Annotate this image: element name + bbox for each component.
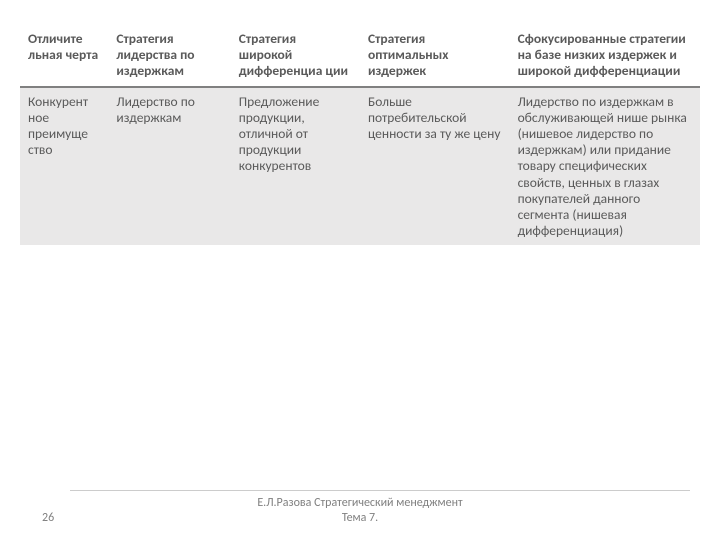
strategy-table: Отличите льная черта Стратегия лидерства…: [20, 25, 700, 245]
page-number: 26: [42, 511, 54, 525]
table-header-row: Отличите льная черта Стратегия лидерства…: [20, 25, 700, 87]
col-header-focused: Сфокусированные стратегии на базе низких…: [510, 25, 700, 87]
footer: 26 Е.Л.Разова Стратегический менеджмент …: [0, 496, 720, 525]
footer-line2: Тема 7.: [342, 511, 378, 525]
footer-text: Е.Л.Разова Стратегический менеджмент Тем…: [0, 496, 720, 525]
col-header-feature: Отличите льная черта: [20, 25, 108, 87]
col-header-differentiation: Стратегия широкой дифференциа ции: [231, 25, 360, 87]
cell: Предложение продукции, отличной от проду…: [231, 87, 360, 246]
footer-line1: Е.Л.Разова Стратегический менеджмент: [257, 496, 462, 510]
cell: Лидерство по издержкам: [108, 87, 230, 246]
slide: Отличите льная черта Стратегия лидерства…: [0, 0, 720, 540]
col-header-optimal-cost: Стратегия оптимальных издержек: [360, 25, 510, 87]
table-row: Конкурент ное преимуще ство Лидерство по…: [20, 87, 700, 246]
col-header-cost-leadership: Стратегия лидерства по издержкам: [108, 25, 230, 87]
cell-row-label: Конкурент ное преимуще ство: [20, 87, 108, 246]
cell: Лидерство по издержкам в обслуживающей н…: [510, 87, 700, 246]
cell: Больше потребительской ценности за ту же…: [360, 87, 510, 246]
footer-divider: [70, 490, 690, 491]
